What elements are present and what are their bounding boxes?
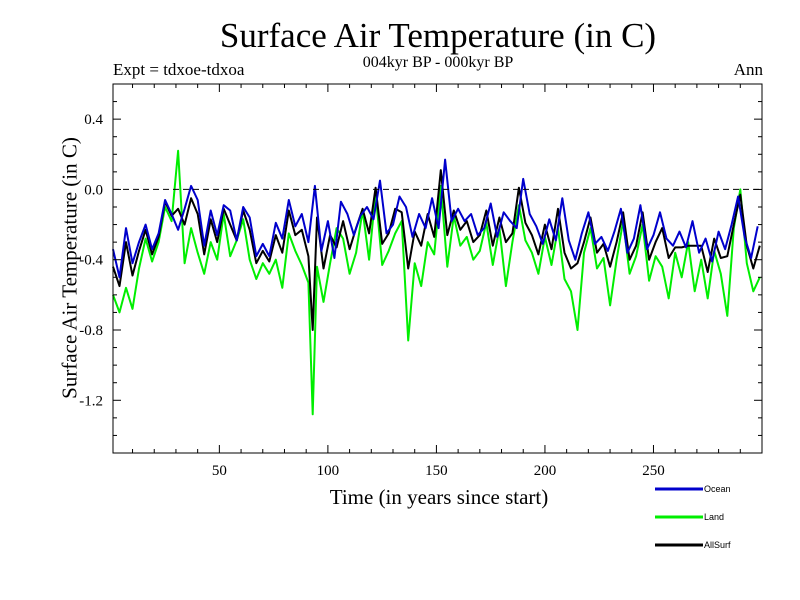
chart-title: Surface Air Temperature (in C)	[219, 16, 657, 55]
x-axis-ticks: 50 100 150 200 250	[132, 84, 741, 479]
x-tick-label-200: 200	[534, 463, 557, 479]
x-tick-label-100: 100	[317, 463, 340, 479]
plot-series-group	[112, 149, 761, 416]
x-tick-label-50: 50	[212, 463, 227, 479]
legend-label-allsurf: AllSurf	[704, 540, 731, 550]
series-line-ocean	[112, 158, 759, 279]
series-line-land	[112, 149, 761, 416]
y-tick-label-0: 0.4	[84, 112, 103, 128]
experiment-label: Expt = tdxoe-tdxoa	[113, 60, 245, 79]
y-axis-ticks: 0.4 0.0 -0.4 -0.8 -1.2	[79, 101, 762, 436]
season-label: Ann	[733, 60, 763, 79]
x-tick-label-250: 250	[642, 463, 665, 479]
x-tick-label-150: 150	[425, 463, 448, 479]
legend-label-ocean: Ocean	[704, 484, 731, 494]
y-tick-label-3: -0.8	[79, 323, 103, 339]
y-tick-label-2: -0.4	[79, 253, 103, 269]
y-tick-label-1: 0.0	[84, 182, 103, 198]
legend-label-land: Land	[704, 512, 724, 522]
legend: Ocean Land AllSurf	[655, 484, 731, 550]
series-line-allsurf	[112, 169, 761, 331]
chart-subtitle: 004kyr BP - 000kyr BP	[362, 54, 514, 71]
x-axis-label: Time (in years since start)	[329, 485, 549, 509]
y-tick-label-4: -1.2	[79, 393, 103, 409]
plot-frame	[112, 83, 763, 454]
